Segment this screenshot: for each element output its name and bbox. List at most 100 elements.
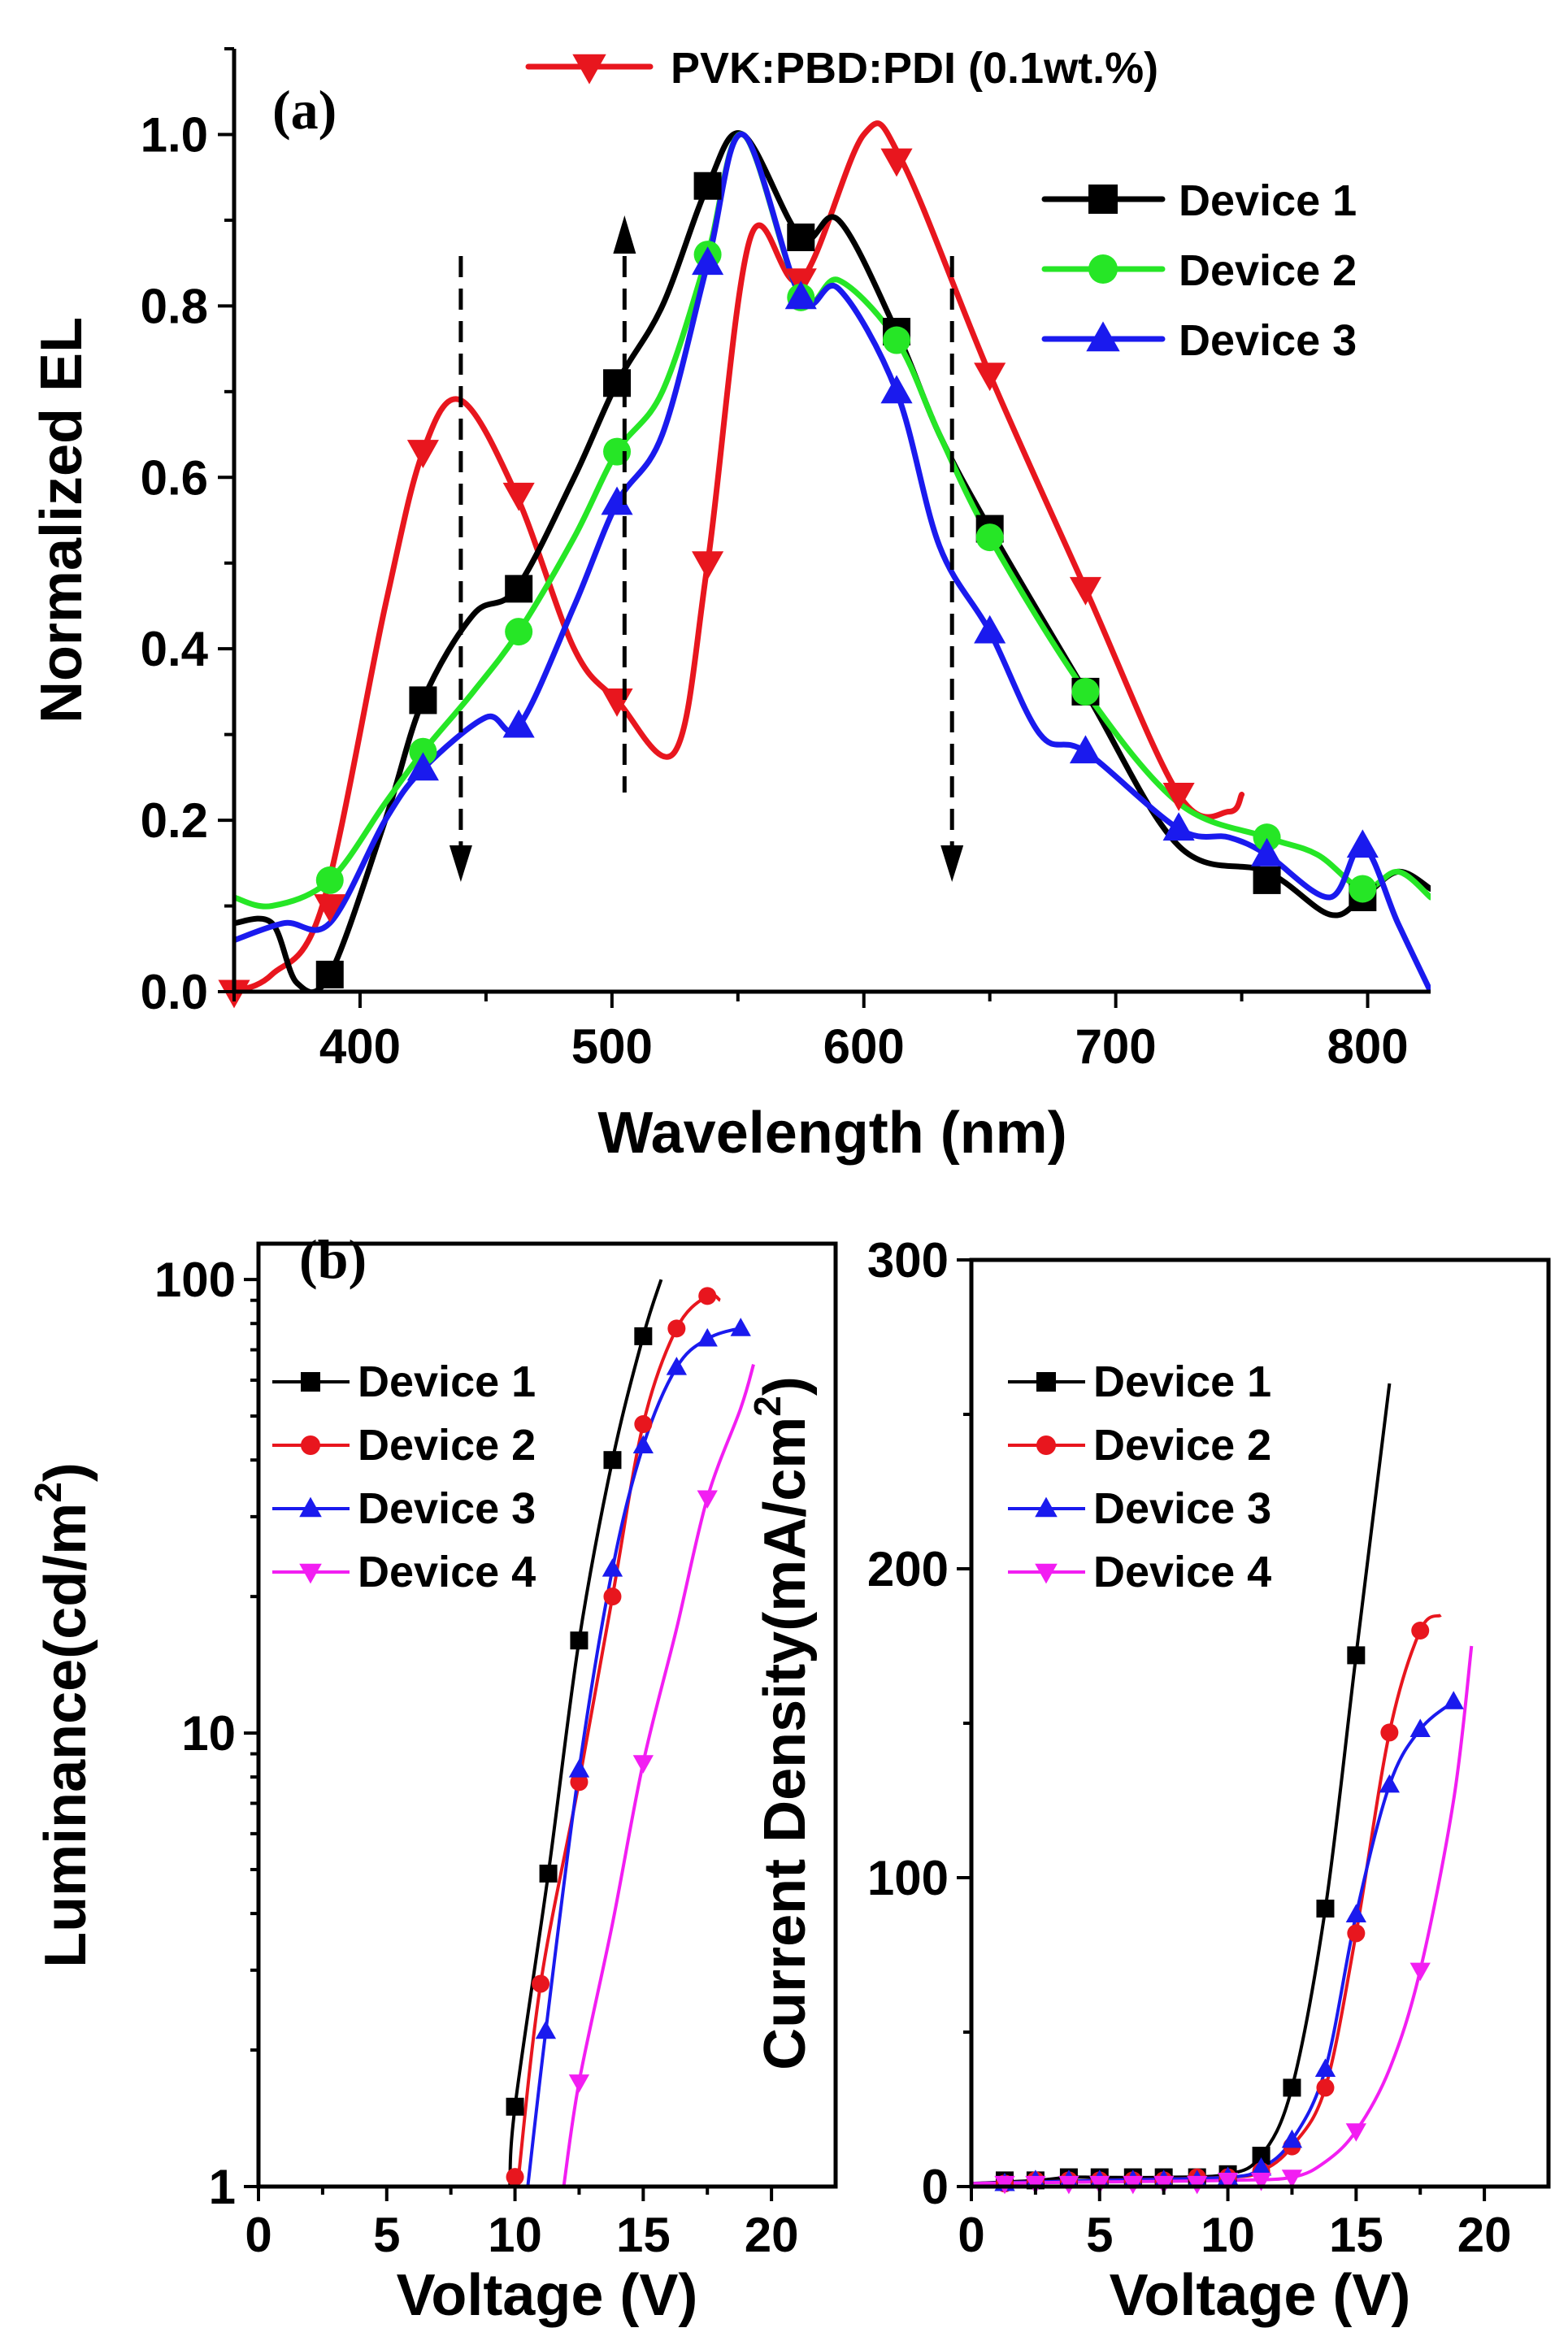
legend-label-2: Device 2 <box>1179 246 1357 295</box>
legend-label-0: PVK:PBD:PDI (0.1wt.%) <box>671 44 1158 93</box>
series-marker-3-1 <box>502 709 535 738</box>
series-marker-2-3 <box>603 437 632 466</box>
arrow-head-down-2 <box>940 845 964 882</box>
y-axis-label-main: Luminance(cd/m <box>33 1503 98 1968</box>
series-marker-3-0 <box>406 752 439 781</box>
series-marker-2-2 <box>505 618 533 646</box>
series-marker-3-8 <box>1162 812 1195 841</box>
x-tick-label-a-3: 700 <box>1075 1019 1157 1074</box>
series-line-3 <box>971 1645 1474 2186</box>
y-tick-label-a-0: 0.0 <box>141 965 208 1019</box>
arrow-head-up-1 <box>613 215 636 254</box>
y-axis-label-tail: ) <box>753 1376 818 1396</box>
x-tick-label-chart-b2-1: 5 <box>1086 2208 1113 2262</box>
series-marker-2-2 <box>602 1558 623 1577</box>
series-marker-1-9 <box>1253 866 1281 894</box>
chart-a-normalized-el: 400 500 600 700 800 0.0 0.2 0.4 0.6 0.8 1.0 Wavelen… <box>29 44 1431 1166</box>
x-tick-label-a-2: 600 <box>823 1019 905 1074</box>
series-marker-3-4 <box>784 280 817 310</box>
legend-label-2: Device 3 <box>358 1484 536 1533</box>
series-marker-0-3 <box>603 1451 622 1470</box>
series-marker-0-2 <box>406 440 439 469</box>
series-marker-0-8 <box>1252 2147 1270 2165</box>
series-marker-1-10 <box>1316 2078 1335 2097</box>
series-marker-3-2 <box>697 1490 718 1509</box>
y-axis-label-chart-b2: Current Density(mA/cm2) <box>746 1376 818 2070</box>
x-axis-label-chart-b2: Voltage (V) <box>1110 2263 1411 2328</box>
series-marker-3-1 <box>632 1755 654 1774</box>
legend-swatch-marker-1 <box>301 1435 320 1455</box>
series-marker-1-4 <box>693 172 722 200</box>
arrow-head-down-0 <box>449 845 472 882</box>
y-axis-label-a: Normalized EL <box>29 317 94 723</box>
series-marker-1-3 <box>603 1587 622 1606</box>
series-marker-1-1 <box>409 686 437 714</box>
series-marker-0-11 <box>1347 1646 1366 1665</box>
legend-swatch-marker-3 <box>1086 321 1120 352</box>
series-line-3 <box>562 1364 755 2187</box>
x-axis-label-a: Wavelength (nm) <box>597 1101 1066 1166</box>
series-marker-2-11 <box>1345 1904 1366 1922</box>
series-marker-2-8 <box>1071 677 1100 706</box>
series-marker-3-10 <box>1346 829 1379 858</box>
y-tick-label-a-2: 0.4 <box>141 622 209 676</box>
y-tick-label-chart-b1-2: 100 <box>154 1253 236 1307</box>
series-line-0 <box>508 1279 663 2187</box>
series-marker-0-1 <box>314 894 346 923</box>
series-marker-2-5 <box>697 1327 718 1347</box>
series-marker-2-0 <box>535 2020 557 2039</box>
x-tick-label-chart-b1-0: 0 <box>245 2208 271 2262</box>
series-marker-1-0 <box>315 960 344 988</box>
series-marker-2-10 <box>1314 2058 1336 2077</box>
series-marker-0-10 <box>1316 1900 1335 1918</box>
series-marker-2-6 <box>883 326 911 354</box>
legend-swatch-marker-2 <box>299 1496 322 1518</box>
series-marker-3-2 <box>601 486 633 515</box>
y-tick-label-a-3: 0.6 <box>141 450 208 505</box>
series-marker-1-13 <box>1411 1622 1430 1640</box>
y-axis-label-tail: ) <box>33 1462 98 1482</box>
series-marker-3-0 <box>568 2074 590 2093</box>
y-tick-label-chart-b1-1: 10 <box>181 1706 236 1761</box>
legend-swatch-marker-3 <box>1035 1563 1058 1584</box>
series-marker-2-1 <box>568 1759 590 1778</box>
series-marker-1-12 <box>1380 1723 1399 1742</box>
legend-swatch-marker-0 <box>301 1372 320 1392</box>
series-marker-0-7 <box>880 148 913 177</box>
series-marker-1-2 <box>570 1773 589 1792</box>
series-marker-2-0 <box>315 866 344 894</box>
series-marker-1-2 <box>505 575 533 603</box>
series-marker-0-9 <box>1283 2078 1301 2097</box>
x-tick-label-chart-b2-2: 10 <box>1201 2208 1255 2262</box>
series-line-0 <box>234 120 1245 992</box>
series-marker-3-9 <box>1251 837 1284 866</box>
legend-label-3: Device 4 <box>358 1548 536 1596</box>
x-axis-label-chart-b1: Voltage (V) <box>397 2263 698 2328</box>
x-tick-label-chart-b1-3: 15 <box>616 2208 671 2262</box>
series-marker-1-1 <box>532 1974 550 1993</box>
series-marker-2-14 <box>1443 1691 1464 1709</box>
legend-swatch-marker-2 <box>1088 254 1118 284</box>
y-tick-label-chart-b2-3: 300 <box>867 1233 949 1288</box>
series-marker-2-1 <box>409 737 437 766</box>
x-tick-label-chart-b1-2: 10 <box>488 2208 542 2262</box>
series-marker-2-4 <box>666 1357 688 1375</box>
y-tick-label-chart-b2-2: 200 <box>867 1542 949 1596</box>
x-tick-label-a-0: 400 <box>319 1019 401 1074</box>
series-marker-3-6 <box>974 615 1006 644</box>
series-marker-3-10 <box>1345 2123 1366 2142</box>
y-tick-label-a-1: 0.2 <box>141 793 208 848</box>
y-tick-label-chart-b1-0: 1 <box>209 2160 236 2214</box>
series-marker-1-5 <box>667 1319 686 1338</box>
y-tick-label-chart-b2-0: 0 <box>922 2160 949 2214</box>
y-axis-label-main: Current Density(mA/cm <box>753 1417 818 2070</box>
series-marker-1-4 <box>634 1415 653 1434</box>
x-tick-label-chart-b1-4: 20 <box>745 2208 799 2262</box>
series-marker-2-3 <box>632 1435 654 1454</box>
y-tick-label-chart-b2-1: 100 <box>867 1851 949 1905</box>
series-marker-2-13 <box>1409 1718 1431 1737</box>
series-marker-3-5 <box>880 375 913 404</box>
